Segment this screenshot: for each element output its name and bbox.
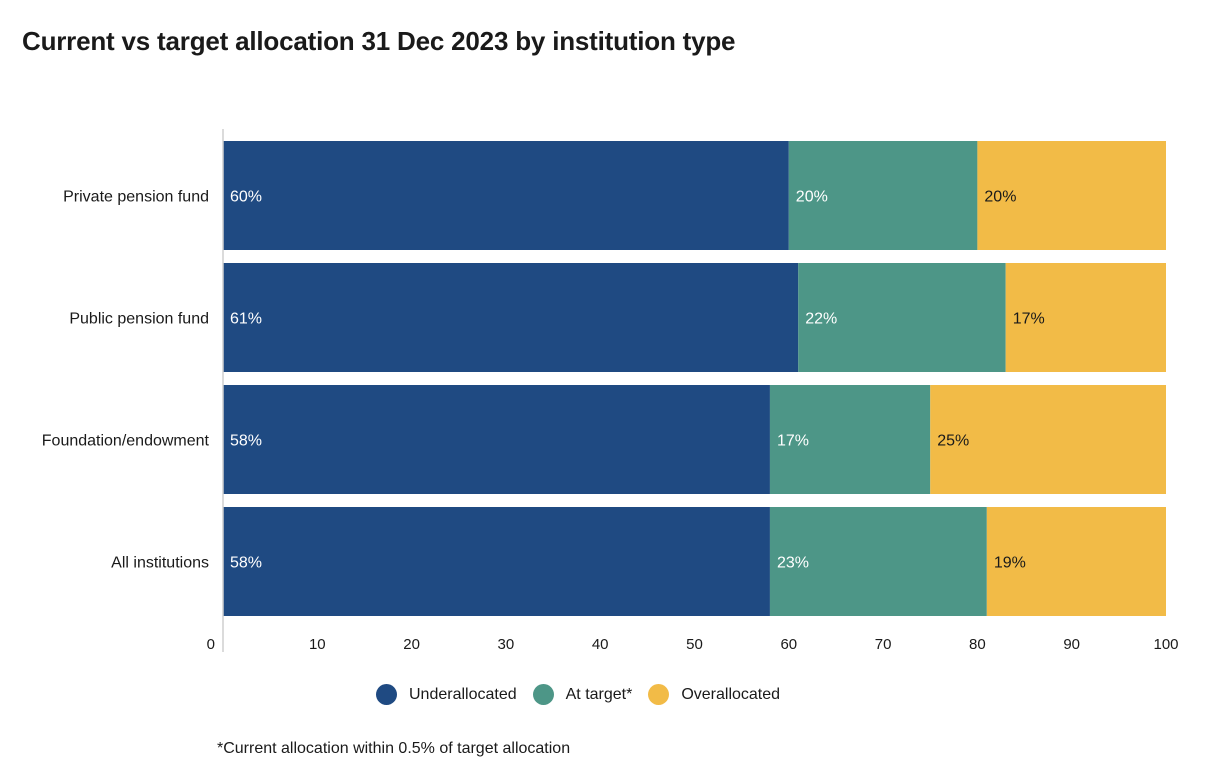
chart-title: Current vs target allocation 31 Dec 2023… bbox=[22, 26, 736, 56]
x-tick-label-70: 70 bbox=[875, 636, 892, 653]
data-label-at-target-foundation-endowment: 17% bbox=[777, 433, 809, 450]
legend-label-at-target: At target* bbox=[565, 685, 633, 703]
x-tick-label-100: 100 bbox=[1153, 636, 1178, 653]
legend-item-underallocated: Underallocated bbox=[376, 684, 517, 705]
bar-overallocated-foundation-endowment bbox=[930, 385, 1166, 494]
chart-legend: Underallocated At target* Overallocated bbox=[376, 684, 796, 705]
x-tick-label-90: 90 bbox=[1063, 636, 1080, 653]
x-tick-label-30: 30 bbox=[498, 636, 515, 653]
category-label-foundation-endowment: Foundation/endowment bbox=[42, 433, 210, 450]
category-label-private-pension-fund: Private pension fund bbox=[63, 189, 209, 206]
legend-label-underallocated: Underallocated bbox=[409, 685, 517, 703]
bar-overallocated-public-pension-fund bbox=[1005, 263, 1166, 372]
category-label-public-pension-fund: Public pension fund bbox=[69, 311, 209, 328]
category-label-all-institutions: All institutions bbox=[111, 555, 209, 572]
x-tick-label-50: 50 bbox=[686, 636, 703, 653]
x-tick-label-20: 20 bbox=[403, 636, 420, 653]
x-tick-label-10: 10 bbox=[309, 636, 326, 653]
data-label-underallocated-foundation-endowment: 58% bbox=[230, 433, 262, 450]
data-label-overallocated-all-institutions: 19% bbox=[994, 555, 1026, 572]
data-label-overallocated-public-pension-fund: 17% bbox=[1013, 311, 1045, 328]
legend-item-overallocated: Overallocated bbox=[648, 684, 780, 705]
data-label-overallocated-private-pension-fund: 20% bbox=[984, 189, 1016, 206]
x-tick-label-0: 0 bbox=[207, 636, 215, 653]
bar-underallocated-public-pension-fund bbox=[223, 263, 799, 372]
x-tick-label-40: 40 bbox=[592, 636, 609, 653]
stacked-bar-chart: 60% 20% 20% Private pension fund 61% 22% 17% Pu… bbox=[42, 129, 1179, 653]
chart-footnote: *Current allocation within 0.5% of targe… bbox=[217, 740, 571, 757]
bar-at-target-all-institutions bbox=[769, 507, 987, 616]
data-label-at-target-all-institutions: 23% bbox=[777, 555, 809, 572]
data-label-overallocated-foundation-endowment: 25% bbox=[937, 433, 969, 450]
legend-swatch-overallocated bbox=[648, 684, 670, 705]
x-tick-label-60: 60 bbox=[780, 636, 797, 653]
data-label-underallocated-all-institutions: 58% bbox=[230, 555, 262, 572]
bar-underallocated-private-pension-fund bbox=[223, 141, 789, 250]
data-label-underallocated-private-pension-fund: 60% bbox=[230, 189, 262, 206]
data-label-underallocated-public-pension-fund: 61% bbox=[230, 311, 262, 328]
bar-overallocated-all-institutions bbox=[986, 507, 1166, 616]
data-label-at-target-private-pension-fund: 20% bbox=[796, 189, 828, 206]
legend-item-at-target: At target* bbox=[532, 684, 633, 705]
legend-swatch-underallocated bbox=[376, 684, 397, 705]
bar-at-target-public-pension-fund bbox=[798, 263, 1006, 372]
bar-at-target-foundation-endowment bbox=[769, 385, 931, 494]
data-label-at-target-public-pension-fund: 22% bbox=[805, 311, 837, 328]
x-tick-label-80: 80 bbox=[969, 636, 986, 653]
bar-at-target-private-pension-fund bbox=[788, 141, 978, 250]
legend-label-overallocated: Overallocated bbox=[681, 685, 781, 703]
bar-underallocated-foundation-endowment bbox=[223, 385, 770, 494]
legend-swatch-at-target bbox=[532, 684, 554, 705]
bar-underallocated-all-institutions bbox=[223, 507, 770, 616]
bar-overallocated-private-pension-fund bbox=[977, 141, 1166, 250]
